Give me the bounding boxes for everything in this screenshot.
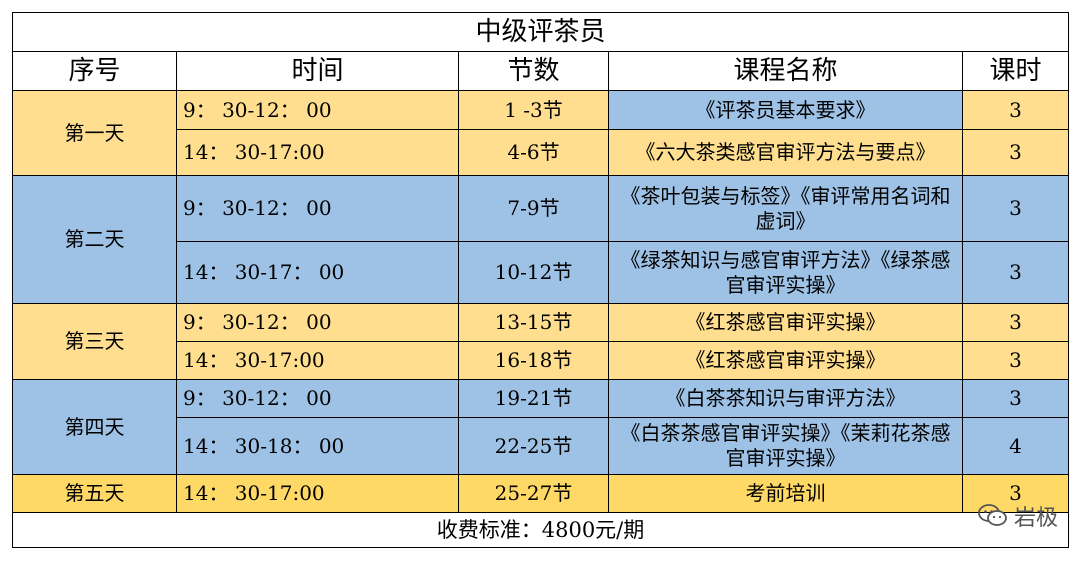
session-time: 9： 30-12： 00 — [176, 175, 459, 242]
session-time: 14： 30-17:00 — [176, 341, 459, 380]
session-sections: 13-15节 — [458, 303, 609, 342]
session-hours: 3 — [962, 175, 1069, 242]
table-row: 14： 30-17： 00 10-12节 《绿茶知识与感官审评方法》《绿茶感官审… — [13, 241, 1069, 304]
table-title: 中级评茶员 — [12, 12, 1069, 52]
session-time: 9： 30-12： 00 — [176, 303, 459, 342]
session-hours: 4 — [962, 417, 1069, 475]
session-sections: 22-25节 — [458, 417, 609, 475]
session-course: 《白茶茶感官审评实操》《茉莉花茶感官审评实操》 — [608, 417, 963, 475]
session-course: 《评茶员基本要求》 — [608, 90, 963, 130]
table-row: 14： 30-18： 00 22-25节 《白茶茶感官审评实操》《茉莉花茶感官审… — [13, 417, 1069, 475]
session-sections: 16-18节 — [458, 341, 609, 380]
header-time: 时间 — [176, 51, 459, 91]
session-sections: 25-27节 — [458, 474, 609, 513]
table-row: 第二天 9： 30-12： 00 7-9节 《茶叶包装与标签》《审评常用名词和虚… — [12, 175, 1069, 304]
session-course: 《六大茶类感官审评方法与要点》 — [608, 129, 963, 176]
session-sections: 7-9节 — [458, 175, 609, 242]
session-hours: 3 — [962, 241, 1069, 304]
session-course: 《红茶感官审评实操》 — [608, 303, 963, 342]
watermark-text: 岩极 — [1013, 506, 1058, 531]
header-hours: 课时 — [962, 51, 1069, 91]
session-sections: 4-6节 — [458, 129, 609, 176]
footer-row: 收费标准：4800元/期 — [12, 512, 1069, 548]
wechat-icon — [978, 503, 1008, 529]
session-sections: 10-12节 — [458, 241, 609, 304]
session-hours: 3 — [962, 303, 1069, 342]
day-label: 第一天 — [12, 90, 177, 176]
session-sections: 19-21节 — [458, 379, 609, 418]
day-label: 第五天 — [12, 474, 177, 513]
header-course: 课程名称 — [608, 51, 963, 91]
schedule-sheet: 中级评茶员 序号 时间 节数 课程名称 课时 第一天 9： 30-12： 00 … — [12, 12, 1069, 552]
session-time: 14： 30-17： 00 — [176, 241, 459, 304]
session-sections: 1 -3节 — [458, 90, 609, 130]
fee-standard: 收费标准：4800元/期 — [12, 512, 1069, 548]
session-hours: 3 — [962, 90, 1069, 130]
day-label: 第四天 — [12, 379, 177, 475]
session-time: 14： 30-17:00 — [176, 474, 459, 513]
session-course: 《茶叶包装与标签》《审评常用名词和虚词》 — [608, 175, 963, 242]
session-course: 《白茶茶知识与审评方法》 — [608, 379, 963, 418]
title-row: 中级评茶员 — [12, 12, 1069, 52]
session-hours: 3 — [962, 129, 1069, 176]
header-row: 序号 时间 节数 课程名称 课时 — [12, 51, 1069, 91]
session-hours: 3 — [962, 474, 1069, 513]
session-hours: 3 — [962, 379, 1069, 418]
table-row: 第一天 9： 30-12： 00 1 -3节 《评茶员基本要求》 3 — [12, 90, 1069, 176]
header-index: 序号 — [12, 51, 177, 91]
schedule-table: 中级评茶员 序号 时间 节数 课程名称 课时 第一天 9： 30-12： 00 … — [12, 12, 1069, 548]
day-label: 第二天 — [12, 175, 177, 304]
table-row: 14： 30-17:00 16-18节 《红茶感官审评实操》 3 — [13, 341, 1069, 380]
session-course: 《红茶感官审评实操》 — [608, 341, 963, 380]
table-row: 第四天 9： 30-12： 00 19-21节 《白茶茶知识与审评方法》 3 — [12, 379, 1069, 475]
session-time: 9： 30-12： 00 — [176, 379, 459, 418]
table-row: 第三天 9： 30-12： 00 13-15节 《红茶感官审评实操》 3 — [12, 303, 1069, 380]
table-row: 14： 30-17:00 4-6节 《六大茶类感官审评方法与要点》 3 — [13, 129, 1069, 176]
day-label: 第三天 — [12, 303, 177, 380]
watermark: 岩极 — [978, 500, 1058, 532]
table-row: 第五天 14： 30-17:00 25-27节 考前培训 3 — [12, 474, 1069, 513]
header-sections: 节数 — [458, 51, 609, 91]
session-time: 14： 30-18： 00 — [176, 417, 459, 475]
session-hours: 3 — [962, 341, 1069, 380]
session-time: 14： 30-17:00 — [176, 129, 459, 176]
session-course: 《绿茶知识与感官审评方法》《绿茶感官审评实操》 — [608, 241, 963, 304]
session-time: 9： 30-12： 00 — [176, 90, 459, 130]
session-course: 考前培训 — [608, 474, 963, 513]
